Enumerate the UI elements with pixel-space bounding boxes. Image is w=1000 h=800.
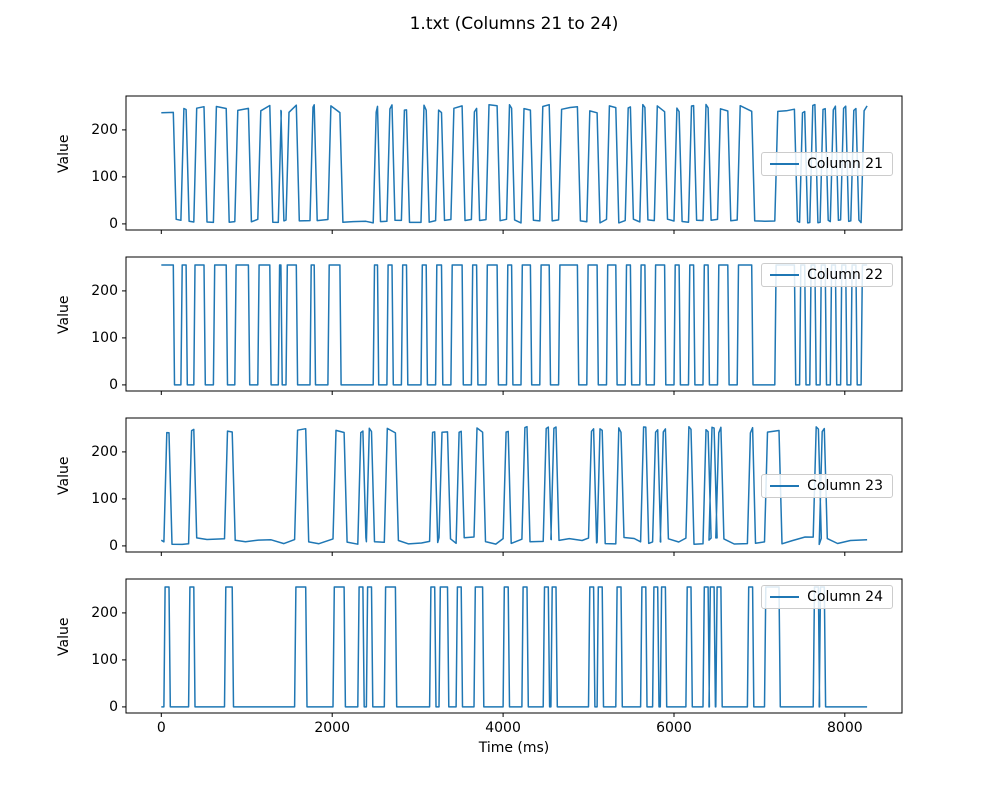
x-tick-label: 0 bbox=[156, 720, 166, 736]
y-tick-label: 100 bbox=[91, 329, 118, 346]
legend-line-sample bbox=[770, 484, 800, 487]
x-tick-label: 6000 bbox=[656, 720, 692, 736]
y-tick-label: 200 bbox=[91, 443, 118, 460]
y-axis-label-subplot-2: Value bbox=[56, 295, 72, 334]
y-tick-label: 200 bbox=[91, 282, 118, 299]
legend-label: Column 23 bbox=[807, 477, 883, 494]
x-axis-label: Time (ms) bbox=[478, 740, 550, 756]
y-tick-label: 0 bbox=[109, 537, 118, 554]
y-tick-label: 100 bbox=[91, 490, 118, 507]
legend-column-22: Column 22 bbox=[761, 263, 893, 287]
chart-title: 1.txt (Columns 21 to 24) bbox=[409, 14, 619, 34]
y-axis-label-subplot-4: Value bbox=[56, 617, 72, 656]
legend-label: Column 22 bbox=[807, 267, 883, 283]
y-axis-label-subplot-1: Value bbox=[56, 134, 72, 173]
legend-line-sample bbox=[770, 162, 800, 165]
legend-column-23: Column 23 bbox=[761, 473, 893, 498]
y-tick-label: 0 bbox=[109, 215, 118, 232]
legend-label: Column 24 bbox=[807, 589, 883, 605]
legend-column-24: Column 24 bbox=[761, 585, 893, 609]
legend-line-sample bbox=[770, 596, 800, 598]
legend-column-21: Column 21 bbox=[761, 151, 893, 176]
x-tick-label: 4000 bbox=[485, 720, 521, 736]
legend-label: Column 21 bbox=[807, 155, 883, 172]
legend-line-sample bbox=[770, 274, 800, 276]
y-tick-label: 0 bbox=[109, 376, 118, 393]
y-tick-label: 200 bbox=[91, 604, 118, 621]
y-tick-label: 200 bbox=[91, 121, 118, 138]
y-tick-label: 100 bbox=[91, 651, 118, 668]
y-tick-label: 100 bbox=[91, 168, 118, 185]
x-tick-label: 8000 bbox=[827, 720, 863, 736]
y-axis-label-subplot-3: Value bbox=[56, 456, 72, 495]
y-tick-label: 0 bbox=[109, 698, 118, 715]
x-tick-label: 2000 bbox=[314, 720, 350, 736]
